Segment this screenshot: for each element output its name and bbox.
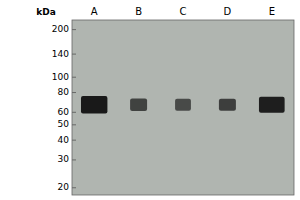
lane-label: A — [91, 6, 98, 17]
y-tick — [72, 124, 76, 125]
lane-label: D — [224, 6, 232, 17]
y-tick-label: 60 — [58, 107, 70, 117]
band — [259, 97, 285, 113]
band — [81, 96, 107, 113]
y-tick-label: 20 — [58, 182, 70, 192]
y-tick-label: 140 — [52, 49, 69, 59]
plot-background — [72, 20, 294, 195]
y-tick — [72, 187, 76, 188]
y-tick-label: 40 — [58, 135, 70, 145]
y-tick-label: 200 — [52, 24, 69, 34]
y-tick-label: 100 — [52, 72, 69, 82]
y-tick-label: 80 — [58, 87, 70, 97]
bands — [81, 96, 285, 113]
band — [219, 99, 236, 111]
lane-label: B — [135, 6, 142, 17]
y-tick — [72, 77, 76, 78]
y-tick-label: 50 — [58, 119, 70, 129]
y-tick — [72, 140, 76, 141]
y-tick — [72, 54, 76, 55]
band — [175, 99, 191, 111]
y-tick — [72, 29, 76, 30]
chart-container: 200 140 100 80 60 50 40 30 20 kDa A B C D E — [0, 0, 300, 200]
y-axis-label: kDa — [36, 7, 56, 17]
band — [130, 98, 147, 111]
y-tick — [72, 159, 76, 160]
chart: 200 140 100 80 60 50 40 30 20 kDa A B C D E — [0, 0, 300, 200]
plot-frame — [72, 20, 294, 195]
lane-label: E — [269, 6, 275, 17]
y-tick — [72, 112, 76, 113]
y-tick-label: 30 — [58, 154, 70, 164]
y-tick — [72, 92, 76, 93]
lane-label: C — [180, 6, 187, 17]
